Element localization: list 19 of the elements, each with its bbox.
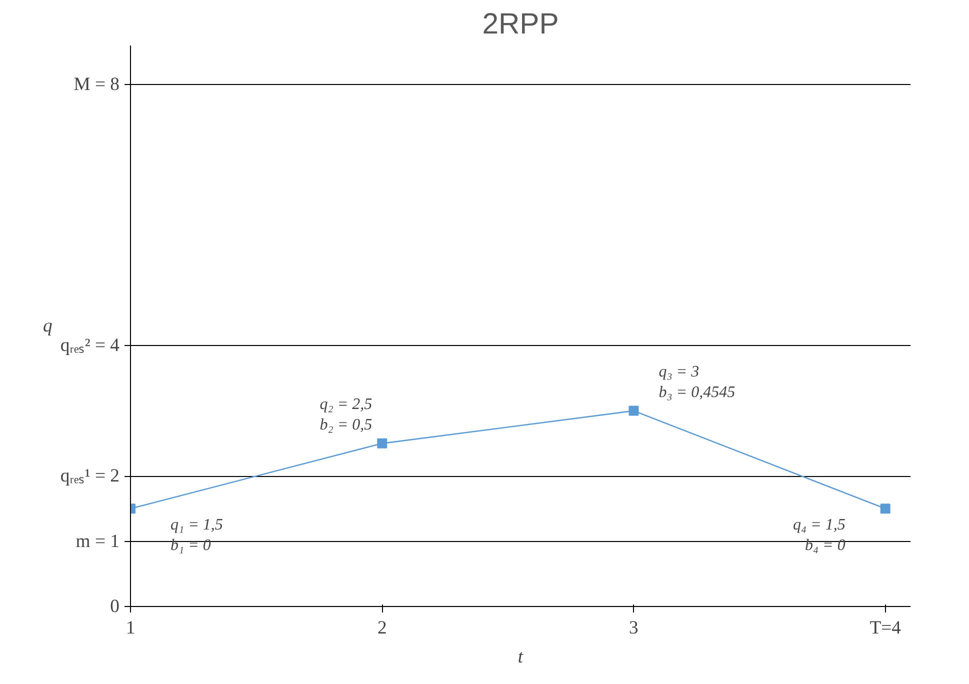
point [880,504,890,514]
y-tick-label: qᵣₑₛ² = 4 [60,335,120,356]
y-axis-title: q [43,316,52,336]
y-tick-label: 0 [110,596,120,617]
point [377,438,388,448]
x-tick-label: T=4 [870,618,902,638]
annotation: q₃ = 3 b₃ = 0,4545 [658,363,736,401]
y-tick-label: M = 8 [74,74,120,96]
y-tick-label: m = 1 [76,530,120,552]
annotation: q₁ = 1,5 b₁ = 0 [170,516,223,554]
x-tick-label: 2 [377,618,387,638]
x-axis-title: t [518,646,524,668]
annotation: q₄ = 1,5 b₄ = 0 [792,516,846,554]
point [628,406,639,416]
annotation: q₂ = 2,5 b₂ = 0,5 [320,396,372,434]
chart-title: 2RPP [482,8,559,40]
x-tick-label: 3 [629,618,638,638]
x-tick-label: 1 [126,618,136,638]
y-tick-label: qᵣₑₛ¹ = 2 [60,466,120,487]
